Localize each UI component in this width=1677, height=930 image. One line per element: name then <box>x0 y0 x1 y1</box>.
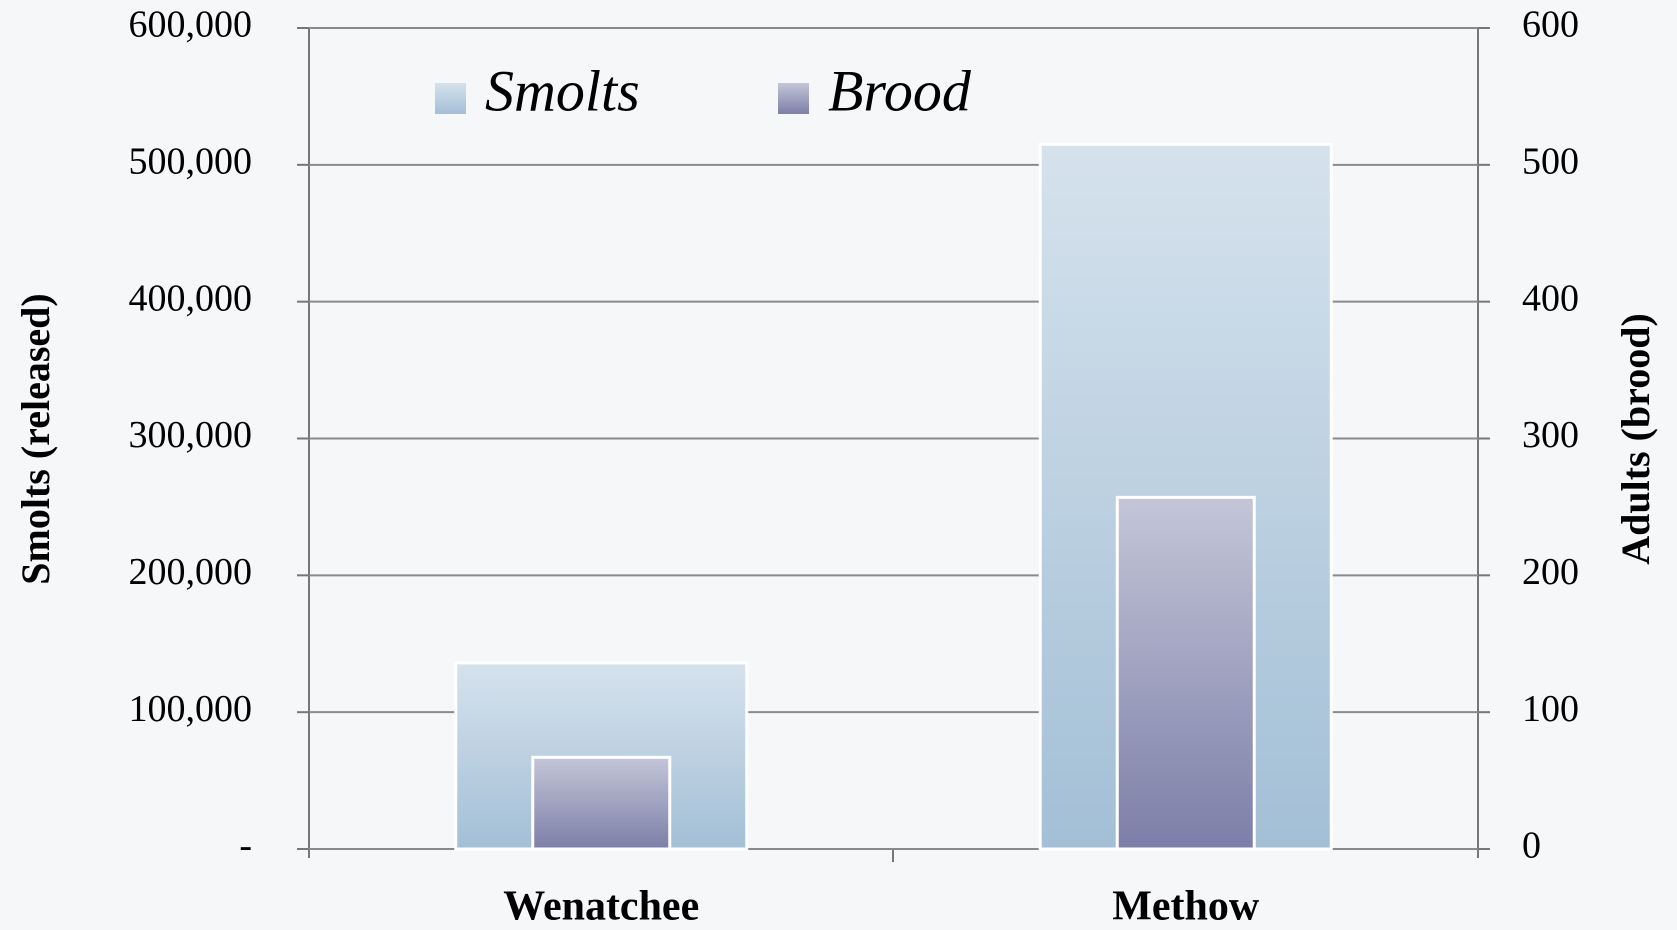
y2-tick-label: 100 <box>1522 688 1579 730</box>
y-tick-label: 100,000 <box>129 688 253 730</box>
y2-tick-label: 600 <box>1522 4 1579 46</box>
y-tick-label: 600,000 <box>129 4 253 46</box>
bar-sheen <box>1117 497 1255 849</box>
x-tick-label: Methow <box>1112 884 1260 930</box>
y2-tick-label: 400 <box>1522 277 1579 319</box>
legend-label: Brood <box>828 58 972 123</box>
y-tick-label: 200,000 <box>129 551 253 593</box>
y2-tick-label: 200 <box>1522 551 1579 593</box>
y2-tick-label: 500 <box>1522 141 1579 183</box>
legend-swatch-sheen <box>778 83 809 114</box>
x-tick-label: Wenatchee <box>503 884 699 930</box>
y2-tick-label: 0 <box>1522 825 1541 867</box>
y-tick-label: 400,000 <box>129 277 253 319</box>
legend-swatch-sheen <box>435 83 466 114</box>
bar-sheen <box>532 757 670 849</box>
y-tick-label: 300,000 <box>129 414 253 456</box>
y2-axis-title: Adults (brood) <box>1613 313 1658 565</box>
y-tick-label: 500,000 <box>129 141 253 183</box>
legend-label: Smolts <box>485 58 640 123</box>
y-axis-title: Smolts (released) <box>13 293 58 584</box>
y2-tick-label: 300 <box>1522 414 1579 456</box>
y-tick-label: - <box>239 825 252 867</box>
